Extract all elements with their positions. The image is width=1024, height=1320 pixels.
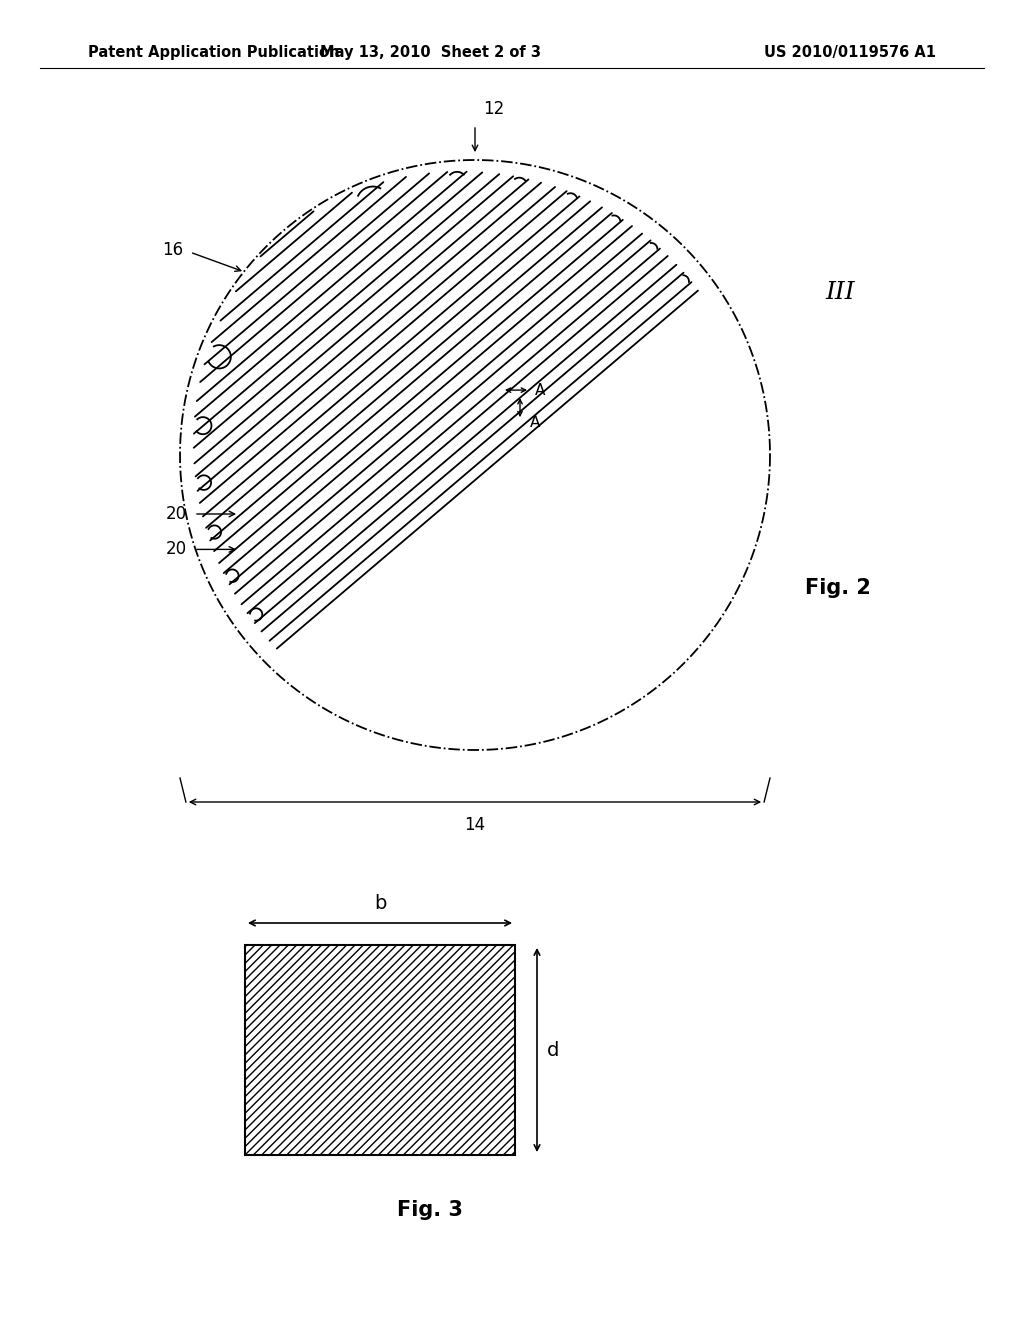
Text: 12: 12 — [483, 100, 504, 117]
Text: 16: 16 — [162, 242, 183, 259]
Text: A: A — [535, 383, 546, 397]
Text: 20: 20 — [166, 506, 187, 523]
Text: III: III — [825, 281, 855, 304]
Text: Fig. 2: Fig. 2 — [805, 578, 870, 598]
Text: Patent Application Publication: Patent Application Publication — [88, 45, 340, 59]
Text: Fig. 3: Fig. 3 — [397, 1200, 463, 1220]
Text: A: A — [530, 414, 541, 429]
Text: d: d — [547, 1040, 559, 1060]
Text: 14: 14 — [465, 816, 485, 834]
Text: US 2010/0119576 A1: US 2010/0119576 A1 — [764, 45, 936, 59]
Bar — [245, 945, 515, 1155]
Text: 20: 20 — [166, 540, 187, 558]
Text: May 13, 2010  Sheet 2 of 3: May 13, 2010 Sheet 2 of 3 — [319, 45, 541, 59]
Text: b: b — [374, 894, 386, 913]
